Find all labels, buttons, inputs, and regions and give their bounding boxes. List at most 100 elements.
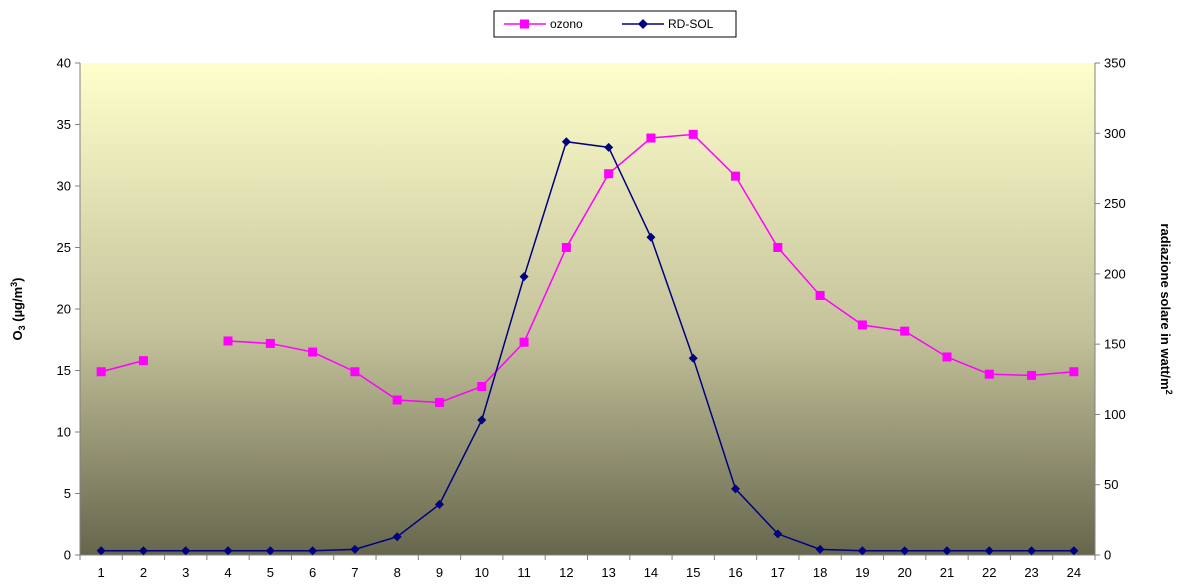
right-tick-label: 200 [1104, 266, 1126, 281]
x-tick-label: 23 [1024, 565, 1038, 580]
x-tick-label: 20 [897, 565, 911, 580]
series-line-ozono [100, 359, 144, 373]
x-tick-label: 14 [644, 565, 658, 580]
data-point-rd-sol [942, 546, 952, 556]
right-tick-label: 250 [1104, 196, 1126, 211]
data-point-rd-sol [773, 529, 783, 539]
data-point-ozono [688, 129, 698, 139]
data-point-rd-sol [731, 484, 741, 494]
legend-rdsol-label: RD-SOL [668, 17, 714, 31]
left-axis-title-unit-pre: (µg/m [10, 287, 25, 326]
data-point-rd-sol [604, 142, 614, 152]
data-point-ozono [646, 133, 656, 143]
data-point-ozono [265, 338, 275, 348]
data-point-ozono [1027, 370, 1037, 380]
left-tick-label: 15 [57, 363, 71, 378]
data-point-ozono [392, 395, 402, 405]
data-point-rd-sol [223, 546, 233, 556]
left-y-axis: 0 5 10 15 20 25 30 35 40 [57, 56, 81, 563]
x-tick-label: 5 [267, 565, 274, 580]
data-point-rd-sol [857, 546, 867, 556]
right-tick-label: 350 [1104, 56, 1126, 71]
x-tick-label: 21 [940, 565, 954, 580]
x-tick-label: 1 [98, 565, 105, 580]
x-axis: 1 2 3 4 5 6 7 8 9 10 11 12 13 14 15 16 17 18 19 20 21 22 23 24 [79, 554, 1096, 580]
data-point-ozono [223, 336, 233, 346]
left-axis-title-sub: 3 [17, 325, 27, 330]
x-tick-label: 9 [436, 565, 443, 580]
x-tick-label: 7 [351, 565, 358, 580]
right-tick-label: 50 [1104, 477, 1118, 492]
x-tick-label: 15 [686, 565, 700, 580]
data-point-rd-sol [392, 532, 402, 542]
data-point-ozono [942, 352, 952, 362]
left-axis-title-unit-post: ) [10, 277, 25, 281]
left-tick-label: 25 [57, 240, 71, 255]
data-point-rd-sol [308, 546, 318, 556]
data-point-ozono [477, 381, 487, 391]
legend: ozono RD-SOL [493, 10, 737, 38]
right-axis-title-main: radiazione solare in watt/m [1158, 223, 1173, 389]
data-point-rd-sol [181, 546, 191, 556]
right-tick-label: 100 [1104, 407, 1126, 422]
data-point-rd-sol [138, 546, 148, 556]
legend-ozono-label: ozono [550, 17, 583, 31]
data-point-ozono [731, 171, 741, 181]
data-point-ozono [519, 337, 529, 347]
legend-ozono-marker [520, 19, 529, 29]
right-tick-label: 150 [1104, 337, 1126, 352]
data-point-rd-sol [350, 544, 360, 554]
x-tick-label: 19 [855, 565, 869, 580]
series-line-rd-sol [101, 140, 1074, 552]
x-tick-label: 3 [182, 565, 189, 580]
left-tick-label: 35 [57, 117, 71, 132]
left-axis-title-sup: 3 [9, 282, 19, 287]
x-tick-label: 22 [982, 565, 996, 580]
data-point-rd-sol [900, 546, 910, 556]
right-tick-label: 0 [1104, 548, 1111, 563]
x-tick-label: 11 [517, 565, 531, 580]
left-axis-title: O3 (µg/m3) [9, 277, 27, 340]
data-point-rd-sol [688, 353, 698, 363]
left-tick-label: 20 [57, 302, 71, 317]
x-tick-label: 10 [475, 565, 489, 580]
right-axis-title-sup: 2 [1164, 390, 1174, 395]
data-point-rd-sol [477, 415, 487, 425]
x-tick-label: 18 [813, 565, 827, 580]
x-tick-label: 24 [1067, 565, 1081, 580]
data-point-rd-sol [561, 137, 571, 147]
data-point-ozono [561, 243, 571, 252]
left-tick-label: 0 [64, 548, 71, 563]
data-point-rd-sol [815, 544, 825, 554]
data-point-ozono [350, 367, 360, 377]
x-tick-label: 8 [394, 565, 401, 580]
x-tick-label: 12 [559, 565, 573, 580]
data-point-rd-sol [1027, 546, 1037, 556]
data-point-ozono [857, 320, 867, 330]
left-tick-label: 5 [64, 486, 71, 501]
data-point-ozono [900, 326, 910, 336]
data-point-rd-sol [265, 546, 275, 556]
data-point-ozono [434, 397, 444, 407]
data-point-rd-sol [519, 272, 529, 282]
left-tick-label: 10 [57, 425, 71, 440]
x-tick-label: 4 [224, 565, 231, 580]
data-point-rd-sol [984, 546, 994, 556]
data-point-ozono [773, 243, 783, 252]
left-tick-label: 40 [57, 56, 71, 71]
x-tick-label: 6 [309, 565, 316, 580]
data-point-ozono [138, 356, 148, 366]
x-tick-label: 17 [771, 565, 785, 580]
left-axis-title-main: O [10, 330, 25, 340]
data-point-ozono [815, 290, 825, 300]
right-y-axis: 0 50 100 150 200 250 300 350 [1094, 56, 1126, 563]
data-point-ozono [1069, 367, 1079, 377]
right-tick-label: 300 [1104, 126, 1126, 141]
plot-area [80, 63, 1095, 555]
data-point-ozono [604, 169, 614, 179]
left-tick-label: 30 [57, 179, 71, 194]
data-point-ozono [308, 347, 318, 357]
data-point-rd-sol [1069, 546, 1079, 556]
x-tick-label: 13 [601, 565, 615, 580]
